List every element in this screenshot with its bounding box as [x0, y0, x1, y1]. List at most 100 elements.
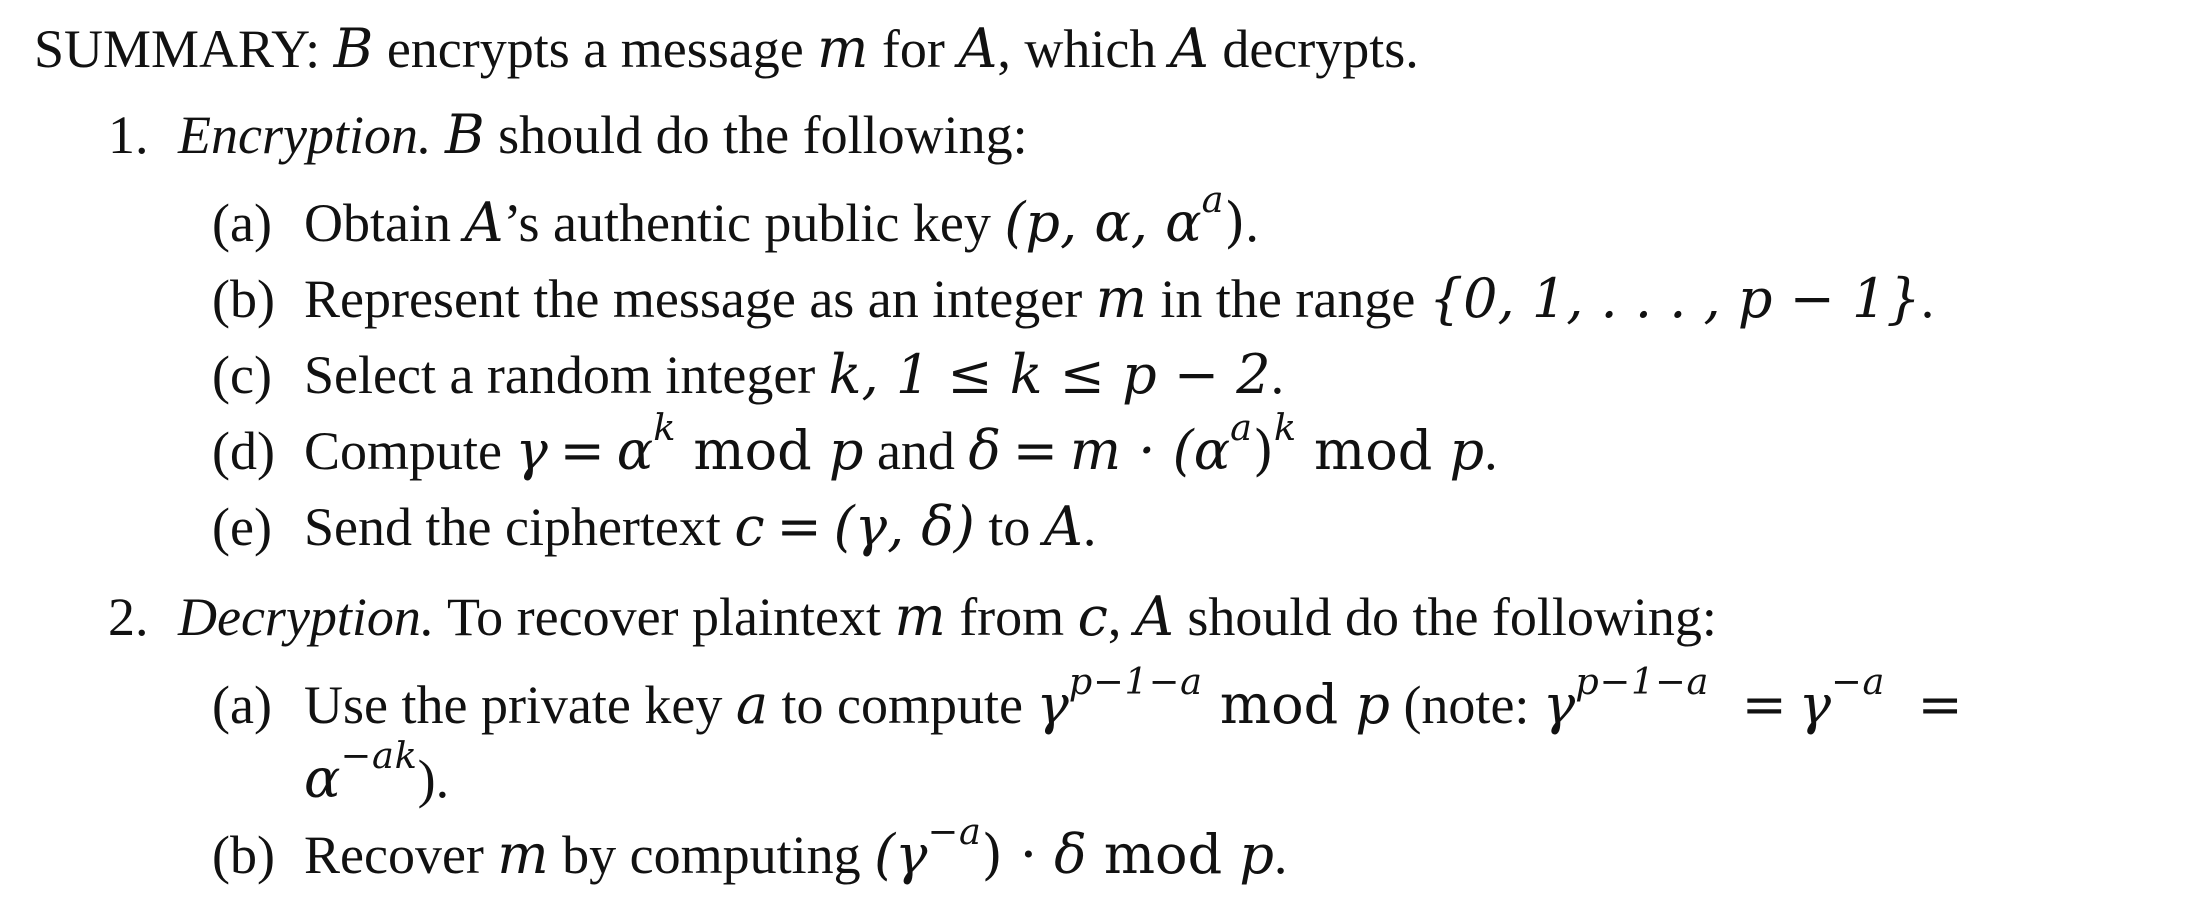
superscript-a: a: [1201, 178, 1225, 222]
decryption-text-3: ,: [1107, 587, 1135, 647]
party-a: A: [1043, 495, 1083, 558]
step-label: (e): [212, 497, 272, 557]
delta-var: δ: [1054, 823, 1087, 886]
decryption-text-4: should do the following:: [1173, 587, 1717, 647]
encryption-step-e: (e) Send the ciphertext c = (γ, δ) to A.: [212, 497, 1097, 557]
open-paren-gamma: (γ: [874, 823, 928, 886]
step-text: to: [974, 497, 1044, 557]
decryption-number: 2.: [108, 587, 149, 647]
p-var: p: [1449, 419, 1485, 482]
step-text: and: [863, 421, 969, 481]
period: .: [1920, 269, 1935, 329]
summary-text-1: encrypts a message: [373, 19, 818, 79]
period: .: [1270, 345, 1285, 405]
step-label: (a): [212, 675, 272, 735]
gamma-var: γ: [1036, 673, 1069, 736]
p-var: p: [1239, 823, 1274, 886]
range-math: {0, 1, . . . , p − 1}: [1428, 267, 1921, 330]
party-a: A: [958, 17, 998, 80]
step-label: (b): [212, 825, 275, 885]
summary-text-4: decrypts.: [1208, 19, 1419, 79]
encryption-step-c: (c) Select a random integer k, 1 ≤ k ≤ p …: [212, 345, 1285, 405]
step-label: (b): [212, 269, 275, 329]
dot-op: ·: [1002, 823, 1055, 886]
encryption-title: Encryption.: [178, 105, 432, 165]
summary-text-3: , which: [997, 19, 1170, 79]
equals-sign: =: [1012, 419, 1059, 482]
decryption-text-1: To recover plaintext: [434, 587, 895, 647]
step-text: Obtain: [304, 193, 465, 253]
superscript-k: k: [1273, 406, 1297, 450]
k-range-math: , 1 ≤ k ≤ p − 2: [861, 343, 1271, 406]
delta-var: δ: [968, 419, 1001, 482]
step-text: by computing: [548, 825, 875, 885]
decryption-text-2: from: [945, 587, 1078, 647]
step-text: ’s authentic public key: [503, 193, 1005, 253]
message-var: m: [817, 17, 869, 80]
period: .: [1245, 193, 1259, 253]
summary-line: SUMMARY: B encrypts a message m for A, w…: [34, 19, 1419, 79]
public-key-math: (p, α, α: [1004, 191, 1202, 254]
private-key-var: a: [735, 673, 769, 736]
period: .: [1484, 421, 1498, 481]
summary-label: SUMMARY:: [34, 19, 321, 79]
step-text: Recover: [304, 825, 498, 885]
decryption-step-a-continued: α−ak).: [304, 737, 450, 809]
step-text: Select a random integer: [304, 345, 829, 405]
period: .: [1273, 825, 1288, 885]
close-paren: ): [1252, 419, 1274, 482]
encryption-step-b: (b) Represent the message as an integer m…: [212, 269, 1935, 329]
alpha-var: α: [616, 419, 654, 482]
step-text: in the range: [1146, 269, 1429, 329]
encryption-step-d: (d) Compute γ = αk mod p and δ = m · (αa)k mo…: [212, 409, 1498, 481]
equals-sign: =: [776, 495, 822, 558]
step-label: (c): [212, 345, 272, 405]
p-var: p: [1355, 673, 1390, 736]
encryption-heading-rest: should do the following:: [484, 105, 1028, 165]
mod-op: mod: [1296, 419, 1450, 482]
gamma-var: γ: [1798, 673, 1831, 736]
decryption-heading: 2. Decryption. To recover plaintext m fro…: [108, 587, 1717, 647]
ciphertext-var: c: [1077, 585, 1108, 648]
decryption-title: Decryption.: [178, 587, 435, 647]
gamma-var: γ: [515, 419, 548, 482]
step-text: (note:: [1389, 675, 1543, 735]
step-label: (a): [212, 193, 272, 253]
close-paren: ): [981, 823, 1003, 886]
encryption-step-a: (a) Obtain A’s authentic public key (p, α…: [212, 181, 1259, 253]
superscript-exponent: −ak: [340, 734, 418, 778]
mod-op: mod: [676, 419, 829, 482]
superscript-exponent: p−1−a: [1068, 660, 1203, 704]
equals-sign: =: [559, 419, 605, 482]
encryption-heading: 1. Encryption. B should do the following:: [108, 105, 1028, 165]
period: .: [1082, 497, 1097, 557]
step-text: Represent the message as an integer: [304, 269, 1096, 329]
close-paren-period: ).: [417, 749, 450, 809]
step-text: to compute: [768, 675, 1037, 735]
superscript-exponent: p−1−a: [1575, 660, 1710, 704]
gamma-var: γ: [1542, 673, 1576, 736]
superscript-k: k: [653, 406, 677, 450]
superscript-exponent: −a: [1830, 660, 1886, 704]
step-text: Use the private key: [304, 675, 736, 735]
message-var: m: [1095, 267, 1147, 330]
close-paren: ): [1224, 191, 1246, 254]
equals-sign: =: [1917, 673, 1963, 736]
k-var: k: [828, 343, 862, 406]
party-a: A: [464, 191, 504, 254]
decryption-step-a: (a) Use the private key a to compute γp−1…: [212, 663, 1975, 735]
product-math: m · (α: [1069, 419, 1231, 482]
step-text: Compute: [304, 421, 516, 481]
message-var: m: [497, 823, 549, 886]
ciphertext-pair: (γ, δ): [833, 495, 975, 558]
decryption-step-b: (b) Recover m by computing (γ−a) · δ mod …: [212, 813, 1288, 885]
superscript-exponent: −a: [927, 810, 982, 854]
equals-sign: =: [1741, 673, 1787, 736]
party-b: B: [333, 17, 374, 80]
encryption-party-b: B: [444, 103, 485, 166]
p-var: p: [828, 419, 864, 482]
step-label: (d): [212, 421, 275, 481]
summary-text-2: for: [868, 19, 959, 79]
superscript-a: a: [1230, 406, 1253, 450]
mod-op: mod: [1202, 673, 1356, 736]
